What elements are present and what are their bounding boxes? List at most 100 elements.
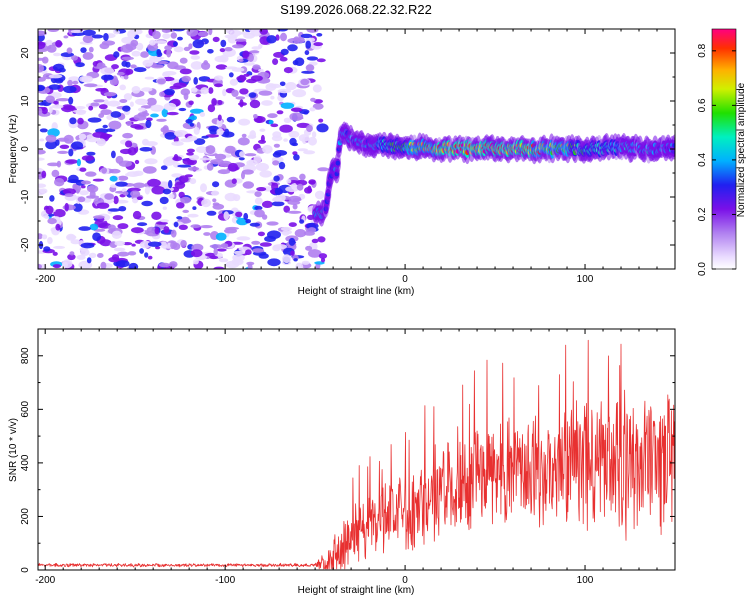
noise-blob [183, 92, 189, 100]
noise-blob [99, 42, 110, 50]
noise-blob [292, 198, 302, 202]
noise-blob [61, 104, 74, 113]
noise-blob [171, 173, 183, 178]
noise-blob [217, 169, 231, 175]
noise-blob [187, 213, 199, 218]
noise-blob [119, 84, 126, 91]
noise-blob [274, 187, 283, 196]
noise-blob [71, 141, 84, 150]
noise-blob [39, 128, 48, 133]
noise-blob [183, 46, 191, 52]
noise-blob [137, 112, 150, 117]
noise-blob [289, 137, 297, 146]
noise-blob [233, 250, 246, 255]
noise-blob [72, 109, 87, 114]
noise-blob [128, 262, 139, 269]
noise-blob [247, 263, 253, 269]
noise-blob [79, 247, 88, 252]
noise-blob [239, 151, 245, 158]
noise-blob [80, 180, 91, 185]
noise-blob [307, 249, 322, 258]
noise-blob [47, 237, 53, 245]
noise-blob [245, 249, 252, 255]
noise-blob [145, 141, 158, 147]
noise-blob [227, 162, 239, 172]
noise-blob [217, 114, 222, 121]
noise-blob [208, 29, 213, 36]
noise-blob [125, 173, 130, 177]
noise-blob [137, 222, 148, 227]
noise-blob [47, 218, 57, 225]
noise-blob [252, 64, 261, 70]
noise-blob [130, 64, 137, 69]
noise-blob [270, 95, 275, 100]
noise-blob [140, 51, 149, 58]
noise-blob [129, 29, 143, 35]
noise-blob [272, 58, 279, 65]
noise-blob [151, 185, 165, 195]
noise-blob [177, 36, 183, 41]
noise-blob [282, 254, 292, 264]
noise-blob [224, 34, 238, 39]
noise-blob [63, 134, 74, 144]
x-tick-label: 0 [402, 575, 408, 586]
noise-blob [296, 122, 310, 128]
noise-blob [160, 219, 169, 223]
noise-blob [194, 138, 206, 146]
noise-blob [222, 88, 227, 97]
noise-blob [102, 124, 108, 129]
noise-blob [267, 113, 278, 119]
noise-blob [178, 175, 189, 183]
noise-blob [218, 258, 229, 263]
colorbar-tick-label: 0.2 [697, 207, 708, 221]
noise-blob [256, 187, 267, 192]
noise-blob [272, 152, 282, 158]
noise-blob [187, 135, 198, 141]
noise-blob [279, 81, 286, 87]
noise-blob [239, 88, 249, 95]
noise-blob [285, 82, 297, 91]
noise-blob [156, 49, 162, 56]
noise-blob [49, 195, 55, 202]
noise-blob [134, 159, 140, 165]
noise-blob [41, 234, 48, 240]
noise-blob [156, 118, 167, 122]
noise-blob [109, 168, 121, 174]
y-tick-label: 10 [20, 95, 31, 107]
noise-blob [201, 135, 209, 139]
noise-blob [122, 132, 133, 139]
noise-blob [120, 44, 134, 53]
noise-blob [190, 87, 198, 93]
noise-blob [55, 40, 63, 48]
noise-blob [149, 39, 156, 46]
noise-blob [48, 106, 53, 114]
noise-blob [48, 84, 61, 90]
noise-blob [144, 76, 155, 80]
noise-blob [127, 251, 137, 256]
noise-blob [107, 224, 116, 231]
noise-blob [101, 167, 107, 174]
noise-blob [283, 117, 292, 124]
noise-blob [103, 33, 109, 41]
noise-blob [113, 51, 120, 58]
noise-blob [38, 149, 46, 155]
noise-blob [154, 227, 160, 235]
noise-blob [45, 140, 57, 150]
noise-blob [157, 61, 169, 65]
noise-blob [199, 112, 206, 117]
ridge-core [672, 143, 675, 148]
noise-blob [312, 103, 324, 110]
noise-blob [121, 188, 127, 193]
noise-blob [107, 208, 121, 212]
noise-blob [80, 47, 87, 53]
noise-blob [53, 52, 61, 57]
y-tick-label: 600 [20, 401, 31, 418]
noise-blob [180, 216, 190, 224]
noise-blob [179, 68, 192, 75]
noise-blob [38, 102, 47, 106]
noise-blob [71, 55, 78, 61]
noise-blob [75, 106, 86, 110]
noise-blob [109, 175, 118, 182]
noise-blob [280, 48, 289, 56]
noise-blob [171, 141, 184, 147]
